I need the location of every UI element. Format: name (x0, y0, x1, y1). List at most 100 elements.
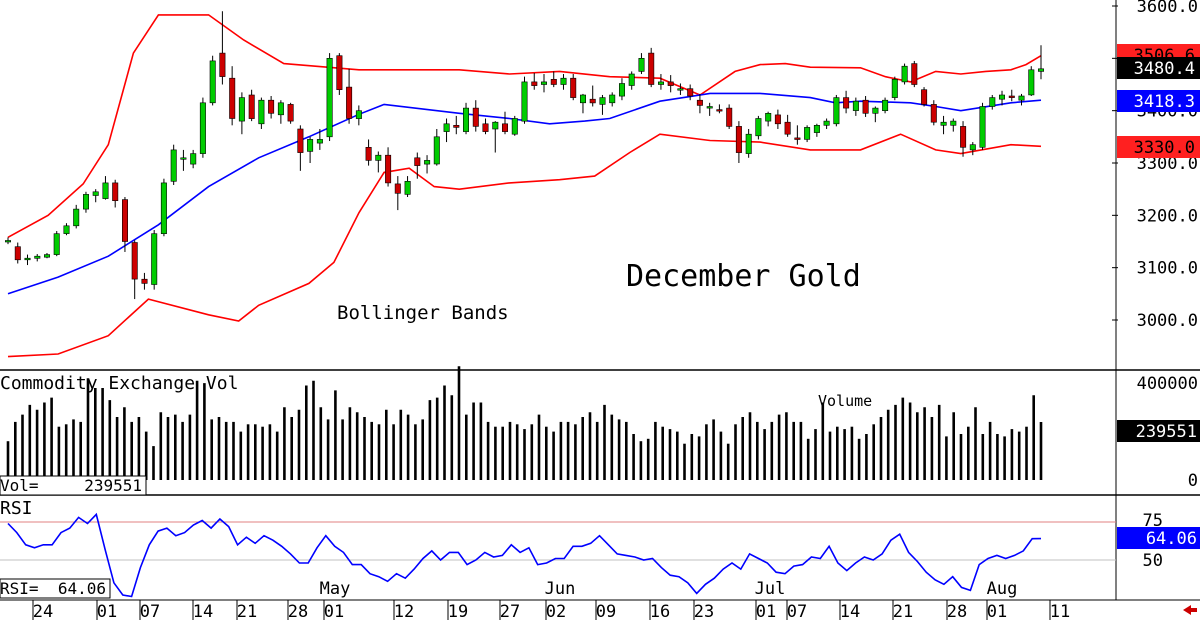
candle-body (424, 160, 431, 165)
candle-body (287, 104, 294, 122)
candle-body (375, 154, 382, 161)
candle (199, 97, 206, 158)
candle (657, 74, 664, 90)
candle (355, 105, 362, 126)
candle-body (43, 254, 50, 258)
candle-body (950, 120, 957, 126)
rsi-readout-value: 64.06 (58, 579, 106, 598)
candle (287, 102, 294, 124)
candle (989, 94, 996, 110)
date-tick-label: 28 (947, 602, 967, 620)
candle (443, 118, 450, 143)
date-tick-label: 07 (787, 602, 807, 620)
candle (969, 142, 976, 156)
candle (940, 115, 947, 135)
last-price-tag-bg (1117, 57, 1200, 79)
candle-body (443, 123, 450, 132)
candle (1028, 66, 1035, 97)
candle (813, 123, 820, 137)
candle (501, 111, 508, 135)
month-label: May (320, 579, 351, 599)
price-tick-label: 3600.0 (1137, 0, 1198, 17)
candle (453, 115, 460, 135)
chart-title: December Gold (626, 259, 861, 294)
candle-body (34, 255, 41, 259)
candle (862, 96, 869, 117)
month-label: Aug (987, 579, 1018, 599)
candle-body (141, 278, 148, 284)
candle (375, 151, 382, 173)
candle-body (190, 153, 197, 165)
date-tick-label: 01 (987, 602, 1007, 620)
candle (365, 139, 372, 166)
candle (540, 74, 547, 93)
date-tick-label: 21 (237, 602, 257, 620)
rsi-last-tag-bg (1117, 527, 1200, 549)
candle-body (833, 97, 840, 125)
candle-body (862, 99, 869, 114)
candle (336, 53, 343, 95)
date-tick-label: 07 (140, 602, 160, 620)
candle (579, 93, 586, 114)
candle (53, 231, 60, 257)
candle (346, 68, 353, 124)
candle (794, 125, 801, 145)
candle-body (979, 106, 986, 148)
price-tick-label: 3200.0 (1137, 206, 1198, 226)
candle-body (268, 99, 275, 114)
volume-tick-label: 400000 (1137, 374, 1198, 394)
candle (921, 87, 928, 107)
candle-body (1008, 95, 1015, 98)
candle-body (5, 240, 12, 243)
candle-body (385, 154, 392, 184)
candle-body (219, 52, 226, 77)
candle (648, 47, 655, 88)
candle-body (989, 97, 996, 107)
candle (180, 149, 187, 171)
price-tick-label: 3000.0 (1137, 311, 1198, 331)
candle-body (882, 99, 889, 111)
candle (1018, 93, 1025, 106)
candle-body (258, 99, 265, 125)
candle-body (346, 86, 353, 119)
candle-body (550, 79, 557, 85)
candle-body (706, 106, 713, 109)
candle (219, 11, 226, 85)
date-tick-label: 16 (650, 602, 670, 620)
candle (160, 178, 167, 237)
scroll-left-arrow-icon[interactable] (1183, 605, 1197, 615)
candle (43, 253, 50, 259)
candle (774, 109, 781, 129)
middle-band-line (7, 92, 1042, 295)
candle-body (92, 191, 99, 196)
rsi-readout-label: RSI= (0, 579, 39, 598)
candle (248, 89, 255, 122)
candle-body (667, 81, 674, 86)
candle (112, 179, 119, 208)
candle-body (940, 121, 947, 126)
lower-band-line (7, 133, 1042, 358)
candle (433, 128, 440, 166)
bollinger-bands (7, 14, 1042, 358)
candle-body (823, 120, 830, 126)
candle-body (277, 102, 284, 116)
date-tick-label: 24 (33, 602, 53, 620)
date-tick-label: 02 (546, 602, 566, 620)
rsi-panel-title: RSI (0, 498, 33, 519)
rsi-readout-box (0, 578, 111, 599)
candle (784, 114, 791, 137)
candle-body (843, 97, 850, 109)
candle (852, 97, 859, 116)
candle (170, 144, 177, 185)
candle (258, 97, 265, 129)
candle-body (687, 88, 694, 97)
candle (414, 152, 421, 179)
candle (589, 85, 596, 107)
candle (638, 53, 645, 75)
candle (726, 104, 733, 129)
candle-body (911, 63, 918, 85)
candle-body (160, 182, 167, 234)
candle-body (1038, 68, 1045, 72)
candle-body (229, 77, 236, 119)
bollinger-annotation: Bollinger Bands (337, 302, 509, 324)
